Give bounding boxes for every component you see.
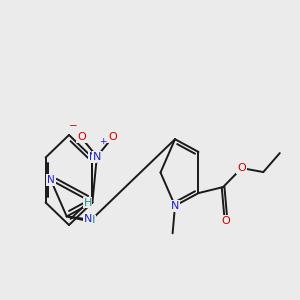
Text: H: H [86,215,95,225]
Text: N: N [93,152,101,161]
Text: O: O [77,133,86,142]
Text: −: − [68,122,77,131]
Text: H: H [83,198,92,208]
Text: +: + [99,137,106,146]
Text: O: O [108,133,117,142]
Text: O: O [237,163,246,173]
Text: N: N [83,214,92,224]
Text: N: N [171,201,179,211]
Text: O: O [222,216,230,226]
Text: N: N [88,152,96,163]
Text: N: N [47,175,55,185]
